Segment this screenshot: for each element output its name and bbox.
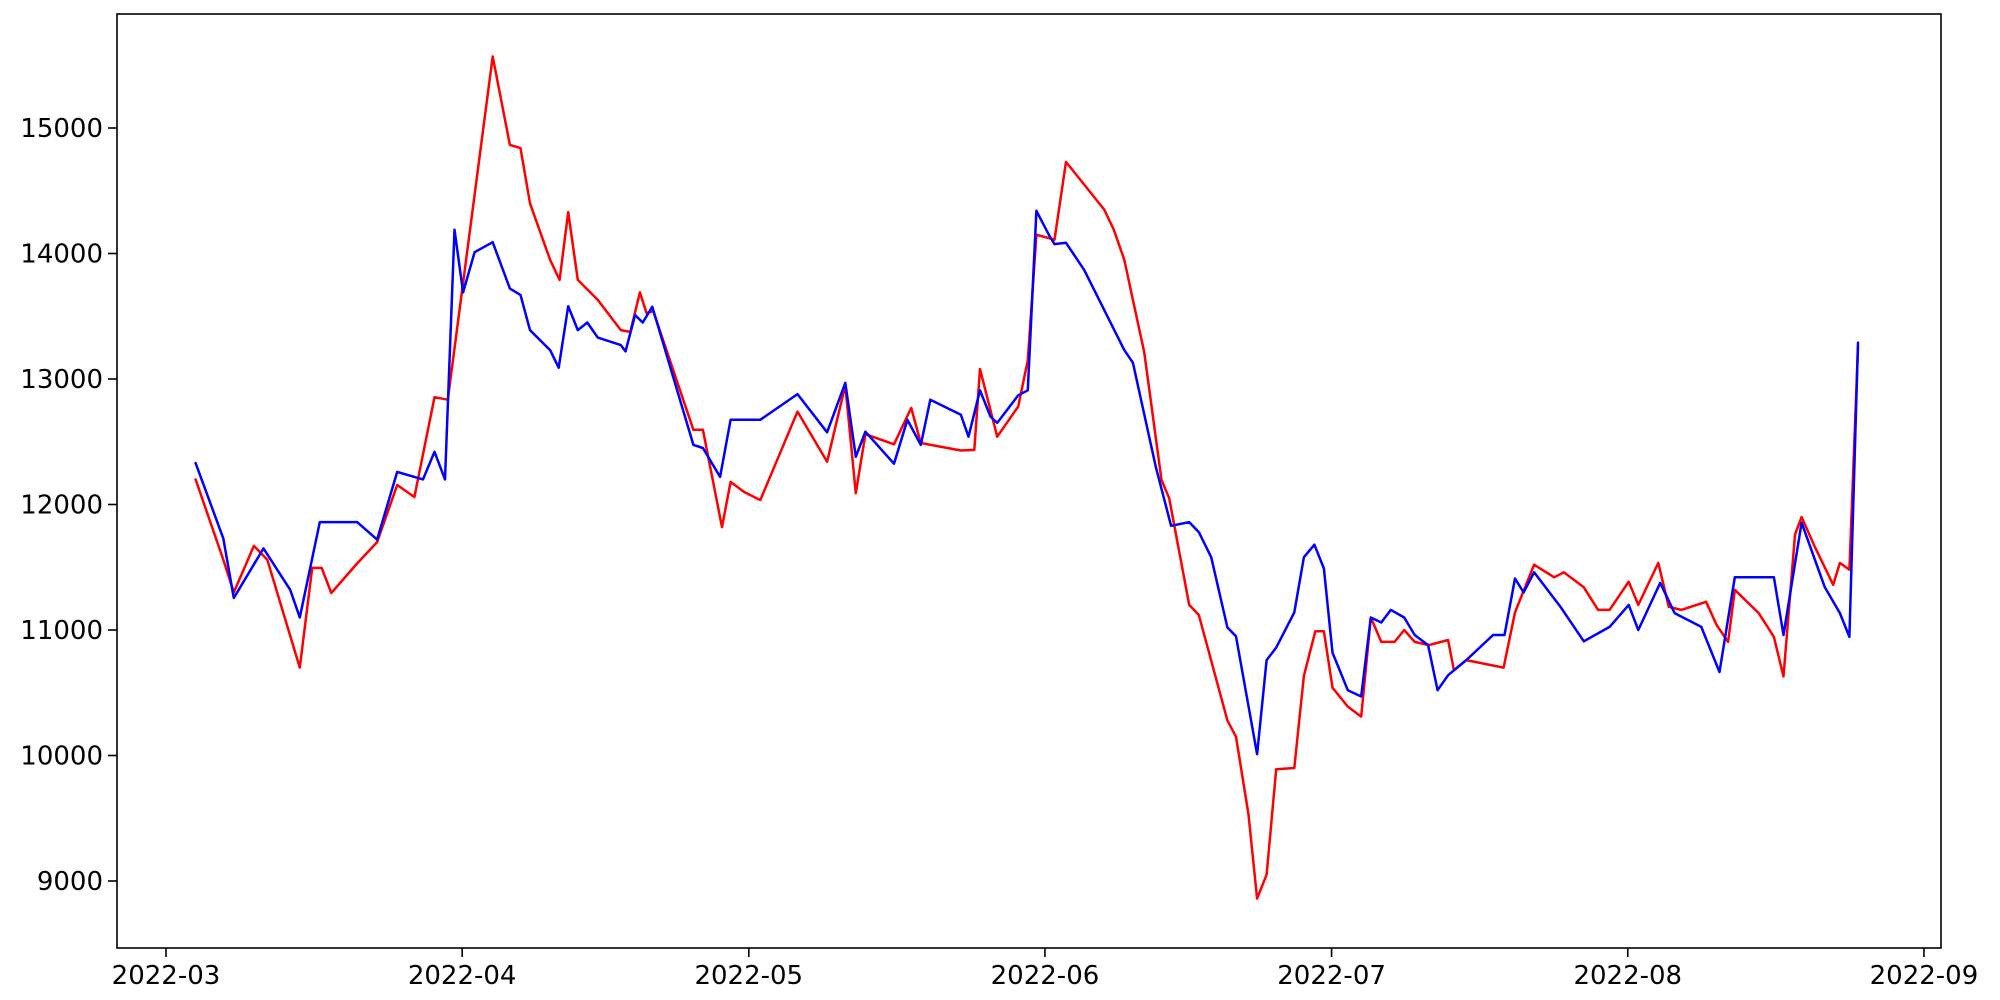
plot-frame: [116, 13, 1942, 949]
y-axis-tick-label: 12000: [20, 491, 103, 521]
y-axis-tick-label: 11000: [20, 616, 103, 646]
x-axis-tick-label: 2022-05: [694, 961, 803, 991]
x-axis-tick-label: 2022-09: [1870, 961, 1979, 991]
x-axis-tick-label: 2022-04: [408, 961, 517, 991]
blue-series-line: [194, 209, 1860, 756]
x-axis-tick-label: 2022-06: [991, 961, 1100, 991]
x-axis-tick-label: 2022-08: [1573, 961, 1682, 991]
x-axis-tick-label: 2022-03: [112, 961, 221, 991]
y-axis-tick-label: 14000: [20, 240, 103, 270]
red-series-line: [194, 55, 1860, 900]
y-axis-tick-label: 9000: [37, 867, 103, 897]
y-axis-tick-label: 13000: [20, 365, 103, 395]
y-axis-tick-label: 10000: [20, 742, 103, 772]
y-axis-tick-label: 15000: [20, 114, 103, 144]
x-axis-tick-label: 2022-07: [1277, 961, 1386, 991]
